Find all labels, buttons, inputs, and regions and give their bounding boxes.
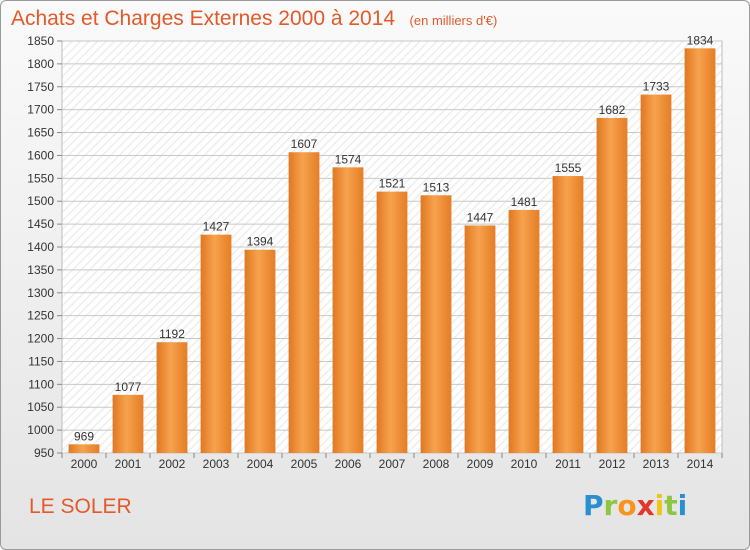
x-tick-label: 2010 [511,457,538,471]
data-label: 1513 [423,180,450,194]
y-tick-label: 1100 [28,377,54,391]
y-tick-label: 1650 [27,126,54,140]
y-tick-label: 1750 [27,80,54,94]
chart-title-block: Achats et Charges Externes 2000 à 2014 (… [11,7,497,31]
y-tick-label: 1700 [27,103,54,117]
y-tick-label: 1050 [27,400,54,414]
y-tick-label: 1300 [27,286,54,300]
x-tick-label: 2009 [467,457,494,471]
bar [112,394,144,453]
y-tick-label: 1150 [28,354,54,368]
data-label: 1447 [467,210,494,224]
bar [420,195,452,453]
data-label: 1521 [379,177,406,191]
bar [508,209,540,453]
logo-letter: r [603,489,618,522]
bar [288,152,320,454]
chart-subtitle: (en milliers d'€) [409,13,498,28]
bar [68,444,100,453]
chart-title: Achats et Charges Externes 2000 à 2014 [11,7,396,30]
logo-letter: P [583,489,604,522]
x-tick-label: 2004 [247,457,274,471]
logo-letter: i [677,489,688,522]
data-label: 1555 [555,161,582,175]
data-label: 1574 [335,152,362,166]
y-tick-label: 1550 [27,171,54,185]
x-tick-label: 2007 [379,457,406,471]
y-tick-label: 950 [34,446,54,460]
data-label: 1192 [159,327,185,341]
y-tick-label: 1000 [27,423,54,437]
data-label: 1607 [291,137,318,151]
y-tick-label: 1350 [27,263,54,277]
x-axis-ticks: 2000 2001 2002 2003 2004 2005 2006 2007 2008 2009… [61,453,723,471]
y-tick-label: 1400 [27,240,54,254]
x-tick-label: 2002 [159,457,186,471]
proxiti-logo: Proxiti [583,489,687,522]
data-label: 1733 [643,80,670,94]
bar [684,48,716,454]
logo-letter: o [617,489,637,522]
bar [244,249,276,453]
x-tick-label: 2011 [555,457,581,471]
data-label: 1427 [203,220,230,234]
bar [464,225,496,453]
x-tick-label: 2001 [115,457,142,471]
data-label: 969 [74,429,94,443]
data-label: 1481 [511,195,538,209]
bar [640,94,672,453]
x-tick-label: 2000 [71,457,98,471]
x-tick-label: 2008 [423,457,450,471]
x-tick-label: 2014 [687,457,714,471]
x-tick-label: 2005 [291,457,318,471]
bar [376,191,408,453]
y-tick-label: 1450 [27,217,54,231]
y-axis-ticks: 950 1000 1050 1100 1150 1200 1250 1300 1350 1400 1… [27,34,62,460]
bar [156,342,188,453]
y-tick-label: 1200 [27,332,54,346]
x-tick-label: 2013 [643,457,670,471]
bars: 969 1077 1192 1427 1394 1607 1574 1521 1513 1447 1… [68,33,716,454]
y-tick-label: 1250 [27,309,54,323]
x-tick-label: 2003 [203,457,230,471]
x-tick-label: 2012 [599,457,626,471]
bar [552,176,584,454]
x-tick-label: 2006 [335,457,362,471]
y-tick-label: 1500 [27,194,54,208]
logo-letter: t [664,489,678,522]
data-label: 1077 [115,380,142,394]
data-label: 1834 [687,33,714,47]
location-name: LE SOLER [29,495,132,518]
data-label: 1394 [247,235,274,249]
logo-letter: x [636,489,655,522]
data-label: 1682 [599,103,626,117]
bar [596,117,628,453]
y-tick-label: 1800 [27,57,54,71]
bar [332,167,364,453]
logo-letter: i [654,489,665,522]
y-tick-label: 1850 [27,34,54,48]
y-tick-label: 1600 [27,148,54,162]
bar [200,234,232,453]
